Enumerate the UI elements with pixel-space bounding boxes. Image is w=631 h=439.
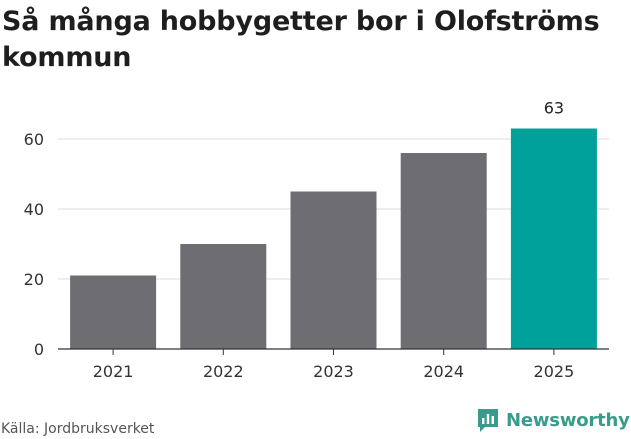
x-tick-label: 2021: [93, 362, 134, 381]
bar-2022: [180, 244, 267, 349]
newsworthy-logo-icon: [478, 409, 498, 432]
x-tick-label: 2022: [203, 362, 244, 381]
source-note: Källa: Jordbruksverket: [1, 421, 155, 437]
brand-name: Newsworthy: [506, 409, 630, 431]
y-tick-label: 60: [24, 130, 44, 149]
data-labels: 63: [544, 99, 564, 118]
y-tick-label: 20: [24, 270, 44, 289]
bar-2024: [400, 153, 487, 349]
bar-2025: [510, 128, 597, 349]
data-label: 63: [544, 99, 564, 118]
bar-2023: [290, 191, 377, 349]
y-tick-label: 0: [34, 340, 44, 359]
x-axis-tick-labels: 2021 2022 2023 2024 2025: [93, 362, 575, 381]
brand-logo: Newsworthy: [476, 407, 630, 433]
x-axis: [58, 348, 609, 355]
bar-2021: [70, 275, 157, 349]
x-tick-label: 2025: [534, 362, 575, 381]
x-tick-label: 2023: [313, 362, 354, 381]
bars: [70, 128, 597, 349]
chart-title: Så många hobbygetter bor i Olofströms ko…: [2, 6, 600, 73]
y-tick-label: 40: [24, 200, 44, 219]
x-tick-label: 2024: [423, 362, 464, 381]
y-axis-tick-labels: 0 20 40 60: [24, 130, 44, 359]
